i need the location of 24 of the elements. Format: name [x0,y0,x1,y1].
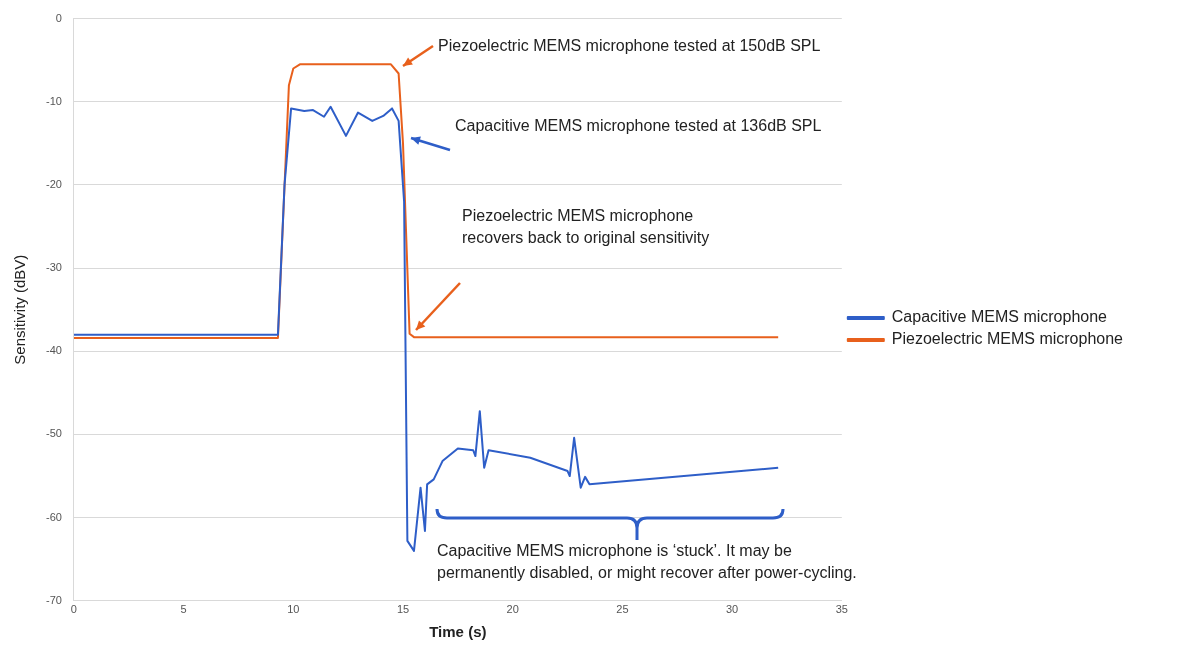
legend-label: Capacitive MEMS microphone [891,308,1108,326]
y-axis-title: Sensitivity (dBV) [11,254,29,365]
y-tick-label: -60 [45,510,62,523]
x-tick-label: 5 [180,603,187,616]
y-tick-label: -50 [45,427,62,440]
y-tick-label: -40 [45,344,62,357]
annotation: Piezoelectric MEMS microphone recovers back to original sensitivity [462,206,710,248]
y-tick-label: -70 [45,593,62,606]
x-tick-label: 20 [506,603,519,616]
x-tick-label: 30 [725,603,739,616]
annotation: Capacitive MEMS microphone is ‘stuck’. It may be permanently disabled, or might recover after power-cycling. [437,541,857,583]
y-tick-label: -30 [45,261,62,274]
y-tick-label: -10 [45,94,62,107]
annotation: Piezoelectric MEMS microphone tested at 150dB SPL [438,36,821,56]
x-tick-label: 25 [616,603,629,616]
x-axis-title: Time (s) [429,623,487,641]
y-tick-label: -20 [45,177,62,190]
legend-label: Piezoelectric MEMS microphone [891,330,1124,348]
x-tick-label: 0 [70,603,77,616]
x-tick-label: 15 [396,603,410,616]
x-tick-label: 35 [835,603,848,616]
x-tick-label: 10 [287,603,300,616]
annotation: Capacitive MEMS microphone tested at 136dB SPL [455,116,822,136]
y-tick-label: 0 [55,11,62,24]
